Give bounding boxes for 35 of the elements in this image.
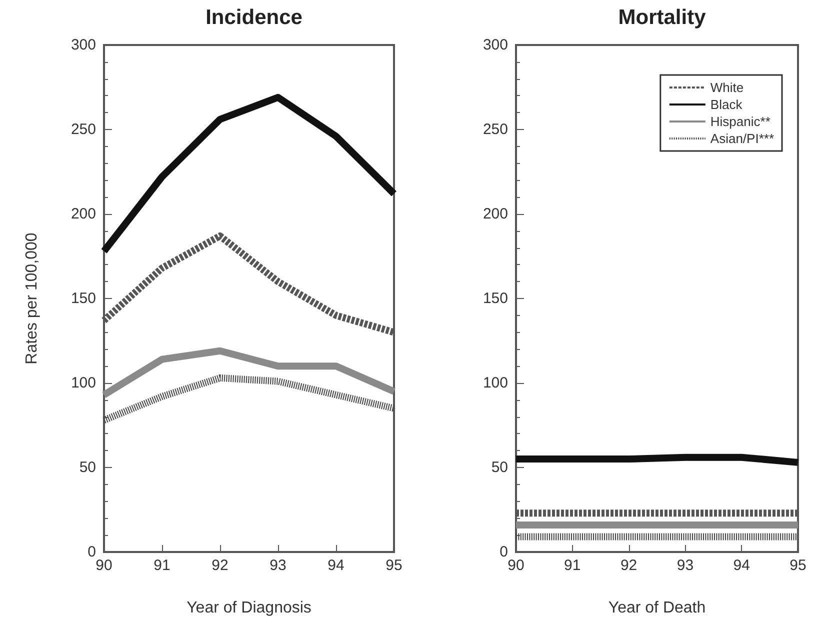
legend-label: Hispanic** [710, 114, 770, 129]
x-tick-label: 93 [676, 557, 694, 574]
y-tick-label: 200 [482, 206, 508, 222]
x-tick-label: 90 [96, 557, 112, 574]
x-tick-label: 95 [790, 557, 806, 574]
legend-label: White [710, 80, 744, 95]
x-tick-label: 94 [328, 557, 344, 574]
x-tick-label: 90 [508, 557, 524, 574]
x-tick-label: 94 [733, 557, 750, 574]
x-tick-label: 95 [386, 557, 402, 574]
y-tick-label: 100 [70, 374, 96, 392]
legend-label: Black [710, 97, 743, 112]
y-tick-label: 150 [70, 290, 96, 307]
x-axis-title: Year of Death [608, 600, 706, 616]
y-axis-title: Rates per 100,000 [24, 232, 40, 364]
y-tick-label: 50 [491, 459, 508, 476]
y-tick-label: 250 [482, 121, 508, 138]
y-tick-label: 50 [79, 459, 96, 476]
y-tick-label: 300 [70, 36, 96, 54]
x-tick-label: 92 [620, 557, 638, 574]
y-tick-label: 250 [70, 121, 96, 138]
x-tick-label: 92 [212, 557, 228, 574]
y-tick-label: 0 [500, 544, 508, 560]
legend-label: Asian/PI*** [710, 131, 774, 146]
y-tick-label: 300 [482, 36, 508, 54]
x-tick-label: 91 [564, 557, 581, 574]
y-tick-label: 200 [70, 206, 96, 222]
y-tick-label: 0 [88, 544, 96, 560]
chart-title: Mortality [618, 6, 706, 29]
x-tick-label: 93 [270, 557, 286, 574]
x-axis-title: Year of Diagnosis [186, 600, 312, 616]
y-tick-label: 150 [482, 290, 508, 307]
x-tick-label: 91 [154, 557, 170, 574]
y-tick-label: 100 [482, 374, 508, 392]
chart-title: Incidence [206, 6, 302, 29]
